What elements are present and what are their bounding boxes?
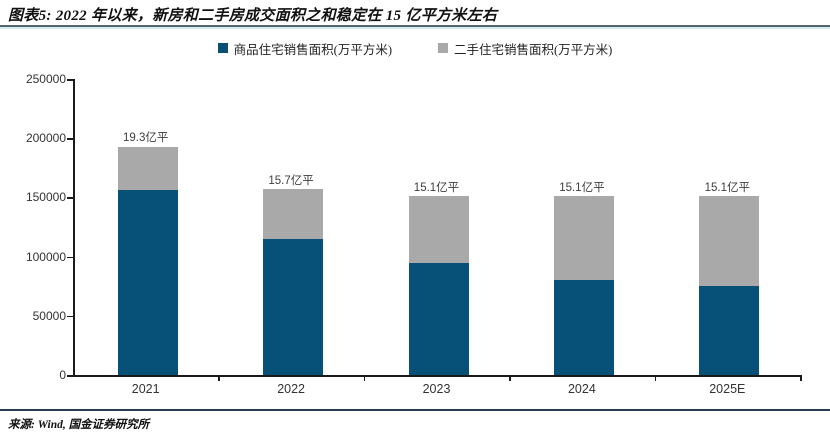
bar-segment-new-home <box>263 239 324 375</box>
bar-segment-secondhand <box>553 196 614 280</box>
bar-total-label: 19.3亿平 <box>122 132 169 145</box>
bar-segment-new-home <box>553 279 614 375</box>
x-axis-tick-mark <box>800 375 802 381</box>
y-axis-tick-label: 0 <box>59 368 66 382</box>
x-axis-tick-label: 2022 <box>277 382 305 396</box>
bar-segment-secondhand <box>699 196 760 287</box>
x-axis-tick-mark <box>363 375 366 381</box>
bar-total-label: 15.1亿平 <box>704 182 750 195</box>
x-axis-tick-label: 2024 <box>567 382 596 396</box>
y-axis-tick-label: 150000 <box>25 190 66 205</box>
legend-item-new-home-sales: 商品住宅销售面积(万平方米) <box>217 39 392 58</box>
y-axis-tick-mark <box>67 315 73 318</box>
legend-swatch-blue <box>217 43 228 53</box>
x-axis-tick-mark <box>654 375 657 381</box>
figure-title: 图表5: 2022 年以来，新房和二手房成交面积之和稳定在 15 亿平方米左右 <box>8 8 498 24</box>
x-axis-tick-label: 2021 <box>131 382 160 396</box>
y-axis-tick-label: 50000 <box>32 308 66 323</box>
legend-label-new-home-sales: 商品住宅销售面积(万平方米) <box>233 42 392 57</box>
y-axis-tick-mark <box>67 375 73 377</box>
bar-segment-new-home <box>699 286 760 375</box>
y-axis-tick-mark <box>67 138 73 140</box>
y-axis-tick-mark <box>67 197 73 199</box>
x-axis-tick-label: 2025E <box>709 382 746 396</box>
x-axis-tick-mark <box>218 375 220 381</box>
bar-segment-new-home <box>117 189 178 375</box>
bar-segment-secondhand <box>408 196 469 263</box>
bar-total-label: 15.1亿平 <box>413 182 460 195</box>
y-axis-tick-mark <box>67 79 73 81</box>
x-axis-tick-mark <box>509 375 511 381</box>
x-axis-tick-label: 2023 <box>422 382 451 396</box>
y-axis-tick-label: 250000 <box>25 72 66 86</box>
bar-total-label: 15.7亿平 <box>268 175 314 188</box>
bar-segment-new-home <box>408 262 469 375</box>
y-axis-tick-mark <box>67 256 73 259</box>
bar-segment-secondhand <box>263 189 324 240</box>
legend-swatch-gray <box>438 43 448 53</box>
footer-divider <box>0 409 830 411</box>
title-divider-light <box>0 27 830 29</box>
y-axis-tick-label: 200000 <box>25 131 66 146</box>
bar-total-label: 15.1亿平 <box>559 182 605 195</box>
chart-legend: 商品住宅销售面积(万平方米) 二手住宅销售面积(万平方米) <box>0 39 830 57</box>
source-note: 来源: Wind, 国金证券研究所 <box>8 419 150 431</box>
y-axis-tick-label: 100000 <box>25 249 66 264</box>
bar-segment-secondhand <box>117 146 178 190</box>
title-divider-dark <box>0 25 830 27</box>
plot-area <box>73 79 802 377</box>
legend-item-secondhand-sales: 二手住宅销售面积(万平方米) <box>438 39 612 58</box>
legend-label-secondhand-sales: 二手住宅销售面积(万平方米) <box>454 42 613 57</box>
